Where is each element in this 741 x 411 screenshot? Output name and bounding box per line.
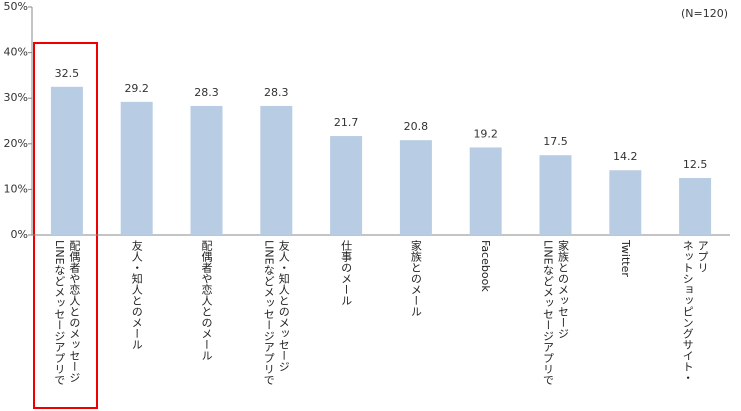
value-label: 19.2 bbox=[473, 127, 498, 140]
value-label: 28.3 bbox=[264, 86, 289, 99]
x-tick-label: Twitter bbox=[618, 240, 632, 277]
value-label: 17.5 bbox=[543, 135, 568, 148]
bar bbox=[679, 178, 712, 235]
value-label: 21.7 bbox=[334, 116, 359, 129]
bar bbox=[609, 170, 642, 235]
x-tick-label: 仕事のメール bbox=[339, 240, 353, 306]
x-tick-label: LINEなどメッセージアプリで 友人・知人とのメッセージ bbox=[262, 240, 291, 386]
y-tick-label: 10% bbox=[4, 182, 28, 195]
x-tick-label: 家族とのメール bbox=[409, 240, 423, 317]
x-tick-label: 配偶者や恋人とのメール bbox=[200, 240, 213, 361]
x-tick-label: 友人・知人とのメール bbox=[130, 240, 144, 350]
y-tick-label: 50% bbox=[4, 0, 28, 13]
y-tick-label: 30% bbox=[4, 91, 28, 104]
bar bbox=[120, 101, 153, 236]
value-label: 29.2 bbox=[124, 82, 149, 95]
bar bbox=[330, 136, 363, 235]
value-label: 14.2 bbox=[613, 150, 638, 163]
bar bbox=[260, 105, 293, 236]
annotation: (N=120) bbox=[681, 7, 728, 20]
y-tick-label: 0% bbox=[11, 228, 28, 241]
value-label: 12.5 bbox=[683, 158, 708, 171]
bar bbox=[469, 147, 502, 235]
x-tick-label: ネットショッピングサイト・ アプリ bbox=[681, 240, 710, 383]
x-tick-label: LINEなどメッセージアプリで 配偶者や恋人とのメッセージ bbox=[52, 240, 81, 386]
highlight-box bbox=[33, 42, 98, 409]
value-label: 28.3 bbox=[194, 86, 219, 99]
x-tick-label: LINEなどメッセージアプリで 家族とのメッセージ bbox=[541, 240, 570, 386]
bar bbox=[50, 86, 83, 235]
bar bbox=[190, 105, 223, 236]
value-label: 32.5 bbox=[55, 67, 80, 80]
bar bbox=[539, 155, 572, 235]
value-label: 20.8 bbox=[404, 120, 429, 133]
y-tick-label: 20% bbox=[4, 137, 28, 150]
y-tick-label: 40% bbox=[4, 46, 28, 59]
bar bbox=[399, 140, 432, 235]
x-tick-label: Facebook bbox=[479, 240, 493, 292]
